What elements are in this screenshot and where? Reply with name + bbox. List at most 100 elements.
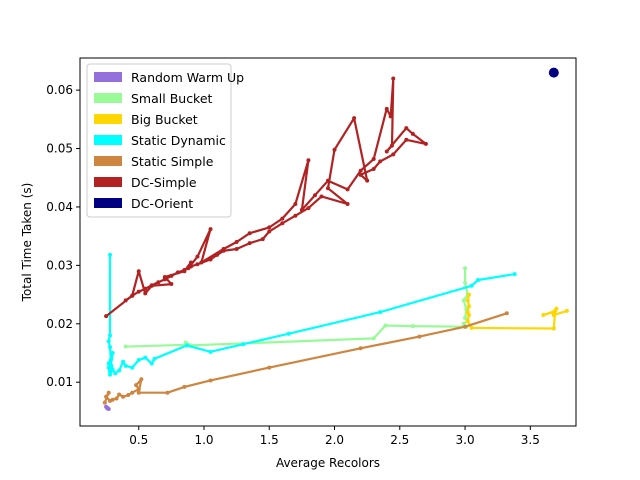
data-point-dc-simple: [388, 114, 393, 119]
legend-entry: Random Warm Up: [131, 70, 244, 85]
data-point-dc-simple: [247, 231, 252, 236]
data-point-dc-simple: [169, 282, 174, 287]
data-point-dc-simple: [358, 168, 363, 173]
data-point-static-simple: [117, 392, 122, 397]
data-point-static-dynamic: [476, 277, 481, 282]
data-point-static-dynamic: [241, 342, 246, 347]
data-point-static-simple: [208, 378, 213, 383]
data-point-static-simple: [106, 390, 111, 395]
data-point-dc-simple: [182, 268, 187, 273]
legend-swatch: [94, 135, 122, 145]
data-point-dc-simple: [143, 286, 148, 291]
data-point-static-simple: [108, 398, 113, 403]
data-point-big-bucket: [465, 318, 470, 323]
data-point-static-simple: [114, 396, 119, 401]
data-point-static-dynamic: [286, 331, 291, 336]
data-point-static-simple: [136, 387, 141, 392]
data-point-dc-simple: [423, 141, 428, 146]
data-point-dc-simple: [384, 106, 389, 111]
data-point-static-dynamic: [143, 355, 148, 360]
data-point-dc-simple: [175, 270, 180, 275]
data-point-dc-simple: [404, 126, 409, 131]
data-point-dc-simple: [208, 227, 213, 232]
data-point-static-simple: [358, 346, 363, 351]
data-point-dc-simple: [352, 116, 357, 121]
data-point-dc-simple: [410, 131, 415, 136]
data-point-static-simple: [182, 384, 187, 389]
data-point-static-dynamic: [512, 272, 517, 277]
data-point-dc-simple: [280, 221, 285, 226]
data-point-big-bucket: [465, 298, 470, 303]
data-point-static-simple: [139, 377, 144, 382]
x-tick-label: 2.0: [325, 433, 344, 447]
data-point-dc-simple: [345, 202, 350, 207]
data-point-dc-simple: [293, 213, 298, 218]
data-point-dc-simple: [162, 277, 167, 282]
data-point-static-dynamic: [130, 365, 135, 370]
y-axis: 0.01 0.02 0.03 0.04 0.05 0.06: [46, 83, 80, 389]
data-point-static-simple: [267, 365, 272, 370]
legend-swatch: [94, 156, 122, 166]
data-point-dc-simple: [123, 298, 128, 303]
data-point-big-bucket: [469, 325, 474, 330]
data-point-static-dynamic: [208, 349, 213, 354]
data-point-dc-simple: [267, 229, 272, 234]
data-point-dc-simple: [104, 314, 109, 319]
data-point-dc-simple: [260, 237, 265, 242]
data-point-small-bucket: [410, 324, 415, 329]
data-point-dc-simple: [378, 159, 383, 164]
data-point-big-bucket: [553, 308, 558, 313]
data-point-static-dynamic: [149, 361, 154, 366]
data-point-dc-simple: [143, 291, 148, 296]
data-point-dc-simple: [136, 269, 141, 274]
data-point-static-simple: [134, 383, 139, 388]
x-tick-label: 3.0: [456, 433, 475, 447]
legend-swatch: [94, 198, 122, 208]
data-point-dc-simple: [404, 137, 409, 142]
data-point-dc-simple: [371, 157, 376, 162]
data-point-big-bucket: [466, 292, 471, 297]
x-tick-label: 1.5: [260, 433, 279, 447]
series-static-dynamic: [106, 252, 517, 377]
data-point-dc-simple: [293, 202, 298, 207]
legend-swatch: [94, 177, 122, 187]
data-point-static-dynamic: [110, 367, 115, 372]
data-point-static-dynamic: [108, 369, 113, 374]
data-point-static-simple: [121, 394, 126, 399]
x-tick-label: 3.5: [521, 433, 540, 447]
data-point-static-dynamic: [109, 363, 114, 368]
data-point-static-dynamic: [123, 363, 128, 368]
data-point-big-bucket: [541, 313, 546, 318]
data-point-big-bucket: [465, 310, 470, 315]
data-point-dc-simple: [188, 264, 193, 269]
data-point-static-simple: [136, 390, 141, 395]
y-tick-label: 0.05: [46, 142, 73, 156]
series-static-simple: [102, 311, 509, 405]
data-point-small-bucket: [461, 298, 466, 303]
data-point-dc-simple: [345, 187, 350, 192]
series-layer: [102, 67, 569, 412]
data-point-static-simple: [463, 324, 468, 329]
legend-swatch: [94, 72, 122, 82]
data-point-dc-simple: [299, 207, 304, 212]
data-point-dc-simple: [391, 76, 396, 81]
data-point-dc-simple: [365, 178, 370, 183]
data-point-dc-simple: [195, 254, 200, 259]
series-random-warm-up: [104, 404, 111, 412]
data-point-dc-simple: [130, 293, 135, 298]
data-point-static-dynamic: [108, 252, 113, 257]
data-point-static-dynamic: [469, 283, 474, 288]
data-point-dc-simple: [188, 260, 193, 265]
data-point-static-dynamic: [108, 345, 113, 350]
data-point-dc-simple: [319, 194, 324, 199]
data-point-dc-simple: [326, 186, 330, 191]
data-point-static-simple: [104, 394, 109, 399]
y-tick-label: 0.06: [46, 83, 73, 97]
y-tick-label: 0.04: [46, 200, 73, 214]
data-point-big-bucket: [551, 313, 556, 318]
data-point-dc-simple: [371, 166, 376, 171]
data-point-static-simple: [417, 334, 422, 339]
data-point-dc-simple: [358, 172, 363, 177]
data-point-dc-simple: [332, 147, 337, 152]
data-point-big-bucket: [564, 308, 569, 313]
